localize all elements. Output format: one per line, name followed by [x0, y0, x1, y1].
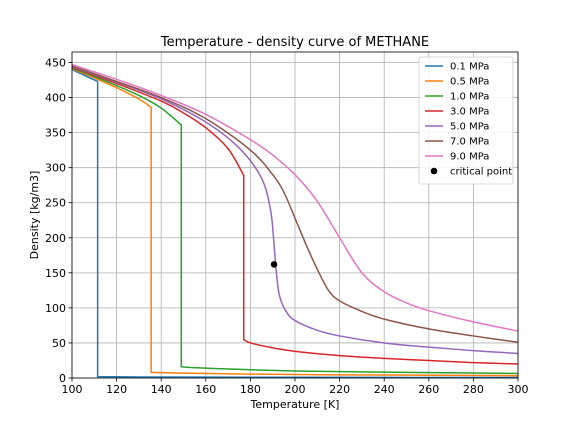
y-tick-label: 200 — [45, 232, 66, 245]
x-tick-label: 160 — [195, 383, 216, 396]
y-tick-label: 0 — [59, 372, 66, 385]
legend-label-2: 1.0 MPa — [450, 92, 489, 103]
series-line-5 — [71, 65, 519, 343]
legend-label-3: 3.0 MPa — [450, 107, 489, 118]
chart-title: Temperature - density curve of METHANE — [160, 35, 429, 50]
y-tick-label: 450 — [45, 57, 66, 70]
x-tick-label: 200 — [285, 383, 306, 396]
x-tick-label: 240 — [374, 383, 395, 396]
legend-label-0: 0.1 MPa — [450, 62, 489, 73]
x-tick-label: 140 — [151, 383, 172, 396]
legend-label-5: 7.0 MPa — [450, 137, 489, 148]
y-tick-label: 150 — [45, 267, 66, 280]
legend-box — [418, 56, 514, 185]
legend-label-1: 0.5 MPa — [450, 77, 489, 88]
x-tick-label: 100 — [62, 383, 83, 396]
series-line-1 — [71, 68, 519, 377]
x-tick-label: 180 — [240, 383, 261, 396]
y-tick-label: 100 — [45, 302, 66, 315]
series-line-4 — [71, 66, 519, 355]
x-axis-label: Temperature [K] — [250, 398, 340, 411]
y-tick-label: 300 — [45, 162, 66, 175]
legend-label-critical-point: critical point — [450, 167, 512, 178]
legend-critical-point-marker — [430, 167, 438, 175]
series-line-2 — [71, 67, 519, 375]
legend-label-4: 5.0 MPa — [450, 122, 489, 133]
y-axis-label: Density [kg/m3] — [28, 171, 41, 260]
x-tick-label: 220 — [329, 383, 350, 396]
series-line-0 — [71, 68, 519, 379]
x-tick-label: 120 — [106, 383, 127, 396]
x-tick-label: 300 — [508, 383, 529, 396]
legend: 0.1 MPa 0.5 MPa 1.0 MPa 3.0 MPa 5.0 MPa 7.0 M… — [418, 56, 514, 185]
y-tick-label: 250 — [45, 197, 66, 210]
critical-point-marker — [270, 261, 278, 268]
x-tick-label: 260 — [418, 383, 439, 396]
y-tick-label: 350 — [45, 127, 66, 140]
y-tick-label: 50 — [52, 337, 66, 350]
series-layer — [71, 63, 519, 379]
series-line-6 — [71, 63, 519, 332]
tick-layer: 100 120 140 160 180 200 220 240 260 280 300 0 50 100 1… — [45, 57, 529, 396]
x-tick-label: 280 — [463, 383, 484, 396]
series-line-3 — [71, 66, 519, 365]
legend-label-6: 9.0 MPa — [450, 152, 489, 163]
y-tick-label: 400 — [45, 92, 66, 105]
